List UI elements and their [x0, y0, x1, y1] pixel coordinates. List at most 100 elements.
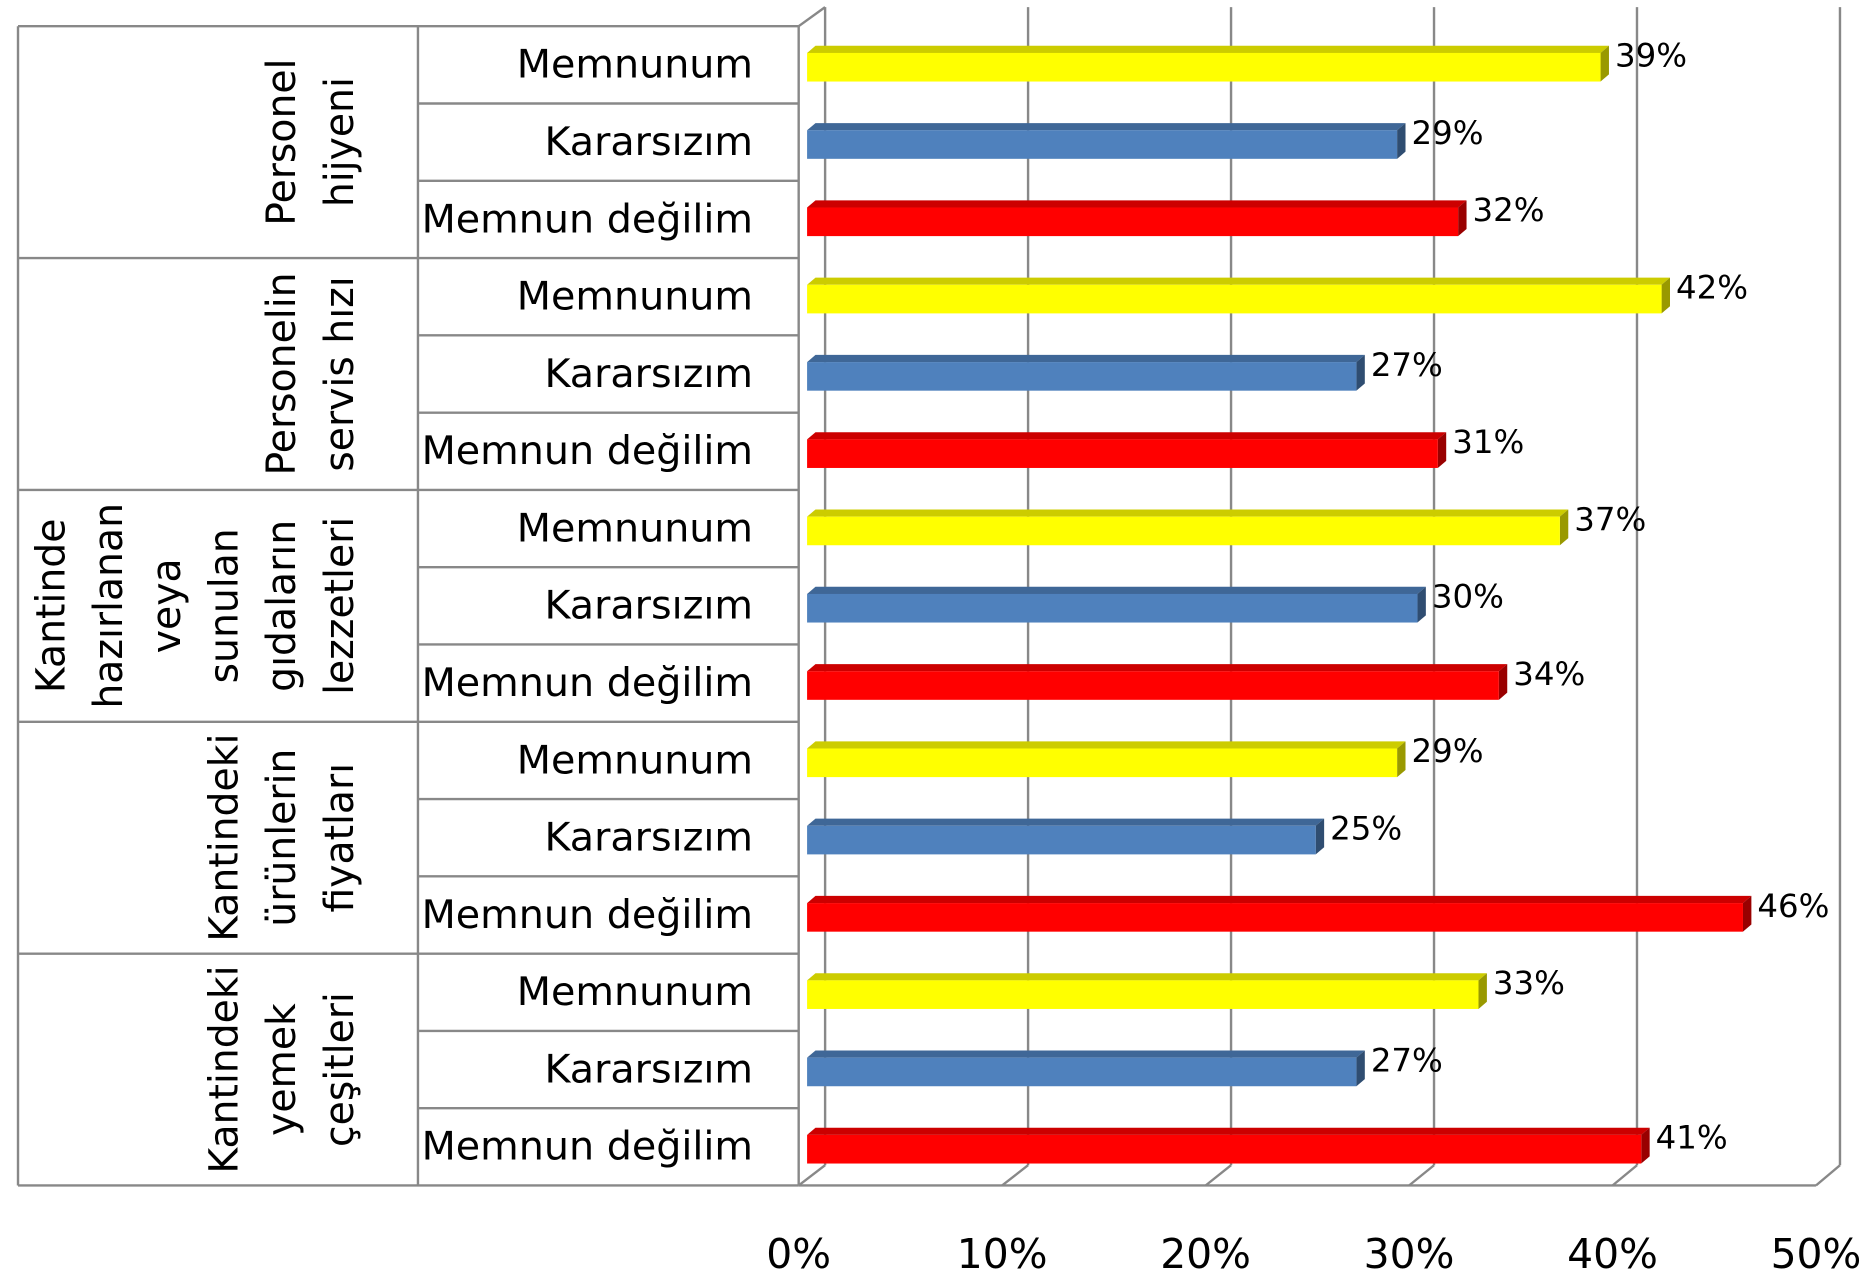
group-label: ürünlerin [259, 749, 305, 927]
bar [807, 52, 1601, 82]
bar-side [1397, 741, 1406, 778]
value-label: 39% [1615, 37, 1687, 75]
bar-side [1437, 432, 1447, 468]
bar-top [807, 123, 1406, 131]
bar-top [807, 1050, 1365, 1058]
value-label: 27% [1371, 1042, 1443, 1080]
category-label: Memnunum [517, 274, 753, 320]
tick-mark [797, 1164, 826, 1187]
group-label: yemek [259, 1003, 305, 1136]
value-label: 41% [1656, 1119, 1728, 1157]
group-label: lezzetleri [317, 517, 363, 695]
bar [807, 593, 1418, 623]
bar-side [1397, 123, 1406, 159]
group-label: Kantinde [28, 519, 74, 693]
value-label: 30% [1432, 578, 1504, 616]
bar-side [1559, 509, 1569, 546]
bar-side [1458, 200, 1467, 237]
group-label: gıdaların [259, 520, 305, 692]
category-label: Memnun değilim [422, 660, 753, 706]
category-label: Memnunum [517, 969, 753, 1015]
bar-side [1356, 1050, 1365, 1087]
group-label: fiyatları [317, 763, 363, 913]
category-label: Memnunum [517, 737, 753, 783]
category-label: Kararsızım [545, 583, 754, 629]
bar-side [1661, 277, 1671, 314]
bar [807, 825, 1316, 855]
value-label: 46% [1757, 887, 1829, 925]
bar-side [1641, 1127, 1650, 1164]
bar-side [1417, 586, 1426, 623]
bar [807, 671, 1499, 700]
bar-top [807, 664, 1508, 672]
tick-mark [1815, 1164, 1841, 1187]
bar [807, 439, 1438, 468]
tick-mark [1204, 1164, 1232, 1187]
category-label: Kararsızım [545, 815, 754, 861]
bar-top [807, 818, 1325, 826]
bar [807, 748, 1398, 778]
x-tick-label: 50% [1771, 1230, 1862, 1278]
group-label: Kantindeki [201, 965, 247, 1173]
value-label: 29% [1412, 732, 1484, 770]
bar-top [807, 45, 1609, 53]
category-label: Memnun değilim [422, 428, 753, 474]
category-label: Memnun değilim [422, 1124, 753, 1170]
tick-mark [1611, 1164, 1638, 1187]
bar-top [807, 277, 1671, 285]
group-label: Personel [259, 59, 305, 226]
bar-side [1356, 354, 1365, 391]
bar-top [807, 200, 1467, 208]
bar-side [1742, 895, 1752, 932]
bar [807, 284, 1662, 314]
bar-top [807, 1127, 1650, 1135]
group-label: çeşitleri [317, 992, 363, 1147]
category-label: Kararsızım [545, 119, 754, 165]
bar-top [807, 741, 1406, 749]
value-label: 33% [1493, 964, 1565, 1002]
bar [807, 362, 1357, 391]
bar-side [1600, 45, 1609, 82]
x-tick-label: 0% [766, 1230, 831, 1278]
bar-top [807, 354, 1365, 363]
category-label: Kararsızım [545, 351, 754, 397]
x-tick-label: 20% [1160, 1230, 1251, 1278]
group-label: veya [144, 558, 190, 653]
value-label: 31% [1452, 423, 1524, 461]
bar-side [1315, 818, 1325, 855]
bar [807, 130, 1398, 159]
value-label: 37% [1574, 501, 1646, 539]
category-label: Memnun değilim [422, 196, 753, 242]
value-label: 42% [1676, 269, 1748, 307]
bar [807, 980, 1479, 1009]
bar-top [807, 586, 1426, 594]
bar [807, 1057, 1357, 1087]
tick-mark [1001, 1164, 1029, 1187]
value-label: 29% [1412, 114, 1484, 152]
category-label: Memnunum [517, 506, 753, 552]
axis-wall [797, 6, 826, 28]
bar [807, 903, 1743, 932]
x-tick-label: 40% [1567, 1230, 1658, 1278]
bar-top [807, 895, 1752, 904]
value-label: 27% [1371, 346, 1443, 384]
group-label: Personelin [259, 272, 305, 475]
tick-mark [1408, 1164, 1435, 1187]
category-label: Kararsızım [545, 1047, 754, 1093]
group-label: hazırlanan [86, 503, 132, 709]
value-label: 34% [1513, 655, 1585, 693]
bar-side [1498, 664, 1508, 700]
bar-top [807, 509, 1569, 517]
bar [807, 516, 1560, 546]
category-label: Memnunum [517, 42, 753, 88]
group-label: servis hızı [317, 276, 363, 471]
bar-top [807, 432, 1447, 440]
bar [807, 1134, 1642, 1164]
bar-side [1478, 973, 1487, 1009]
bar [807, 207, 1459, 237]
x-tick-label: 30% [1364, 1230, 1455, 1278]
bar-top [807, 973, 1487, 981]
group-label: sunulan [201, 528, 247, 683]
